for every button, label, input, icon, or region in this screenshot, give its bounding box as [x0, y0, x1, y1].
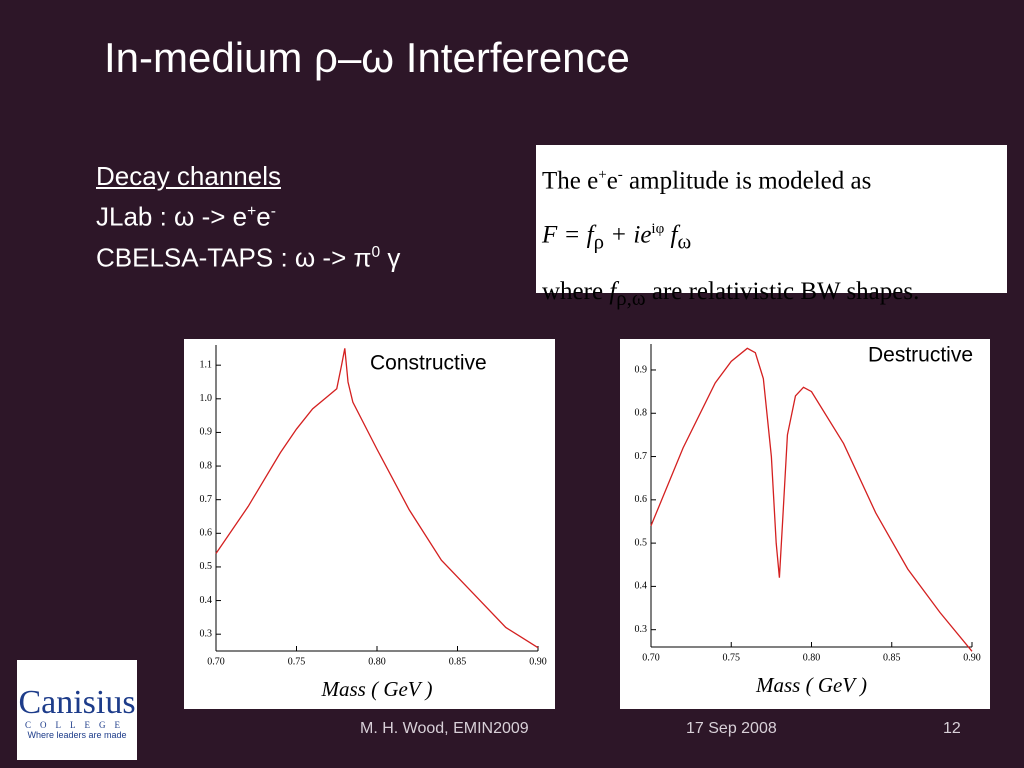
- annotation: Constructive: [370, 352, 487, 375]
- y-tick-label: 0.4: [635, 581, 648, 592]
- y-tick-label: 1.1: [200, 359, 213, 370]
- text: f: [664, 221, 678, 249]
- channel-line: CBELSA-TAPS : ω -> π0 γ: [96, 235, 400, 276]
- x-axis-label: Mass ( GeV ): [320, 677, 432, 701]
- text: The e: [542, 167, 599, 195]
- x-axis-label: Mass ( GeV ): [755, 673, 867, 697]
- footer-page: 12: [943, 720, 961, 737]
- text: are relativistic BW shapes.: [645, 277, 920, 305]
- y-tick-label: 0.9: [635, 364, 648, 375]
- text: γ: [380, 242, 401, 273]
- text: JLab : ω -> e: [96, 201, 248, 232]
- y-tick-label: 0.4: [200, 595, 213, 606]
- text: amplitude is modeled as: [622, 167, 872, 195]
- y-tick-label: 0.5: [635, 537, 648, 548]
- text: e: [256, 201, 271, 232]
- logo-motto: Where leaders are made: [27, 730, 127, 740]
- sup: 0: [371, 243, 381, 261]
- y-tick-label: 0.8: [635, 408, 648, 419]
- y-tick-label: 0.9: [200, 427, 213, 438]
- line: [215, 348, 539, 649]
- text: + ie: [604, 221, 652, 249]
- chart: 0.3 0.4 0.5 0.6 0.7 0.8 0.9 0.70 0.75 0.80 0.85 0.9…: [620, 339, 990, 709]
- sup: iφ: [651, 221, 665, 238]
- x-tick-label: 0.90: [963, 652, 981, 663]
- x-tick-label: 0.75: [288, 656, 306, 667]
- x-tick-label: 0.80: [803, 652, 821, 663]
- y-tick-label: 0.3: [200, 628, 213, 639]
- y-tick-label: 0.6: [635, 494, 648, 505]
- y-tick-label: 0.7: [635, 451, 648, 462]
- y-tick-label: 0.3: [635, 624, 648, 635]
- sub: ρ,ω: [616, 285, 646, 310]
- box-line: where fρ,ω are relativistic BW shapes.: [542, 267, 1001, 323]
- x-tick-label: 0.80: [368, 656, 386, 667]
- channels-heading: Decay channels: [96, 161, 281, 191]
- y-tick-label: 0.8: [200, 460, 213, 471]
- y-tick-label: 1.0: [200, 393, 213, 404]
- text: e: [606, 167, 618, 195]
- sup: -: [617, 167, 623, 183]
- model-box: The e+e- amplitude is modeled as F = fρ …: [536, 145, 1007, 310]
- box-line: The e+e- amplitude is modeled as: [542, 151, 1001, 205]
- logo: Canisius COLLEGE Where leaders are made: [17, 660, 137, 760]
- x-tick-label: 0.70: [642, 652, 660, 663]
- sub: ω: [677, 229, 692, 254]
- logo-sub: COLLEGE: [25, 720, 129, 730]
- text: F = f: [542, 221, 594, 249]
- chart: 0.3 0.4 0.5 0.6 0.7 0.8 0.9 1.0 1.1 0.70 0.75 0.80 0…: [184, 339, 555, 709]
- sup: +: [247, 203, 257, 220]
- x-tick-label: 0.75: [723, 652, 741, 663]
- x-tick-label: 0.70: [207, 656, 225, 667]
- text: where: [542, 277, 610, 305]
- footer-author: M. H. Wood, EMIN2009: [360, 720, 529, 737]
- x-tick-label: 0.85: [449, 656, 467, 667]
- logo-name: Canisius: [18, 684, 136, 721]
- y-tick-label: 0.6: [200, 528, 213, 539]
- x-tick-label: 0.85: [883, 652, 901, 663]
- y-tick-label: 0.7: [200, 494, 213, 505]
- sup: +: [598, 167, 607, 183]
- sup: -: [270, 203, 276, 220]
- line: [650, 347, 973, 652]
- decay-channels: Decay channels JLab : ω -> e+e- CBELSA-T…: [96, 158, 400, 275]
- slide-title: In-medium ρ–ω Interference: [104, 34, 630, 81]
- sub: ρ: [593, 229, 604, 254]
- text: f: [609, 277, 617, 305]
- y-tick-label: 0.5: [200, 561, 213, 572]
- text: CBELSA-TAPS : ω -> π: [96, 242, 372, 273]
- x-tick-label: 0.90: [529, 656, 547, 667]
- footer-date: 17 Sep 2008: [686, 720, 777, 737]
- channel-line: JLab : ω -> e+e-: [96, 194, 400, 235]
- formula: F = fρ + ieiφ fω: [542, 205, 1001, 266]
- annotation: Destructive: [868, 344, 973, 367]
